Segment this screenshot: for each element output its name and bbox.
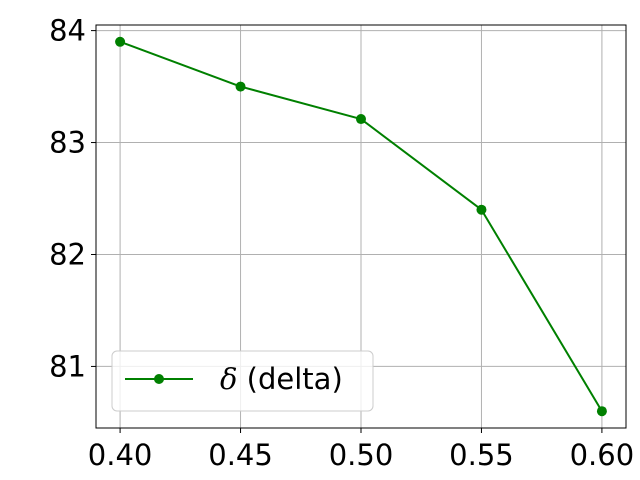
y-axis: 81 82 83 84 [49, 14, 96, 383]
data-point [235, 81, 246, 92]
y-tick-label: 84 [49, 14, 86, 48]
x-tick-label: 0.40 [88, 438, 153, 472]
legend-label-suffix: (delta) [237, 362, 342, 396]
legend-label: δ (delta) [220, 362, 343, 396]
data-point [115, 36, 126, 47]
series-layer [115, 36, 607, 417]
x-tick-label: 0.45 [208, 438, 273, 472]
x-tick-label: 0.60 [570, 438, 635, 472]
y-tick-label: 83 [49, 126, 86, 160]
x-axis: 0.40 0.45 0.50 0.55 0.60 [88, 428, 634, 472]
y-tick-label: 82 [49, 237, 86, 271]
data-point [356, 114, 366, 125]
legend-box [111, 350, 374, 412]
legend-marker-swatch [154, 374, 164, 384]
data-point [596, 406, 607, 417]
legend: δ (delta) [111, 350, 374, 412]
y-tick-label: 81 [49, 349, 86, 383]
x-tick-label: 0.50 [329, 438, 394, 472]
legend-label-symbol: δ [220, 362, 237, 396]
data-point [476, 204, 487, 215]
x-tick-label: 0.55 [449, 438, 514, 472]
